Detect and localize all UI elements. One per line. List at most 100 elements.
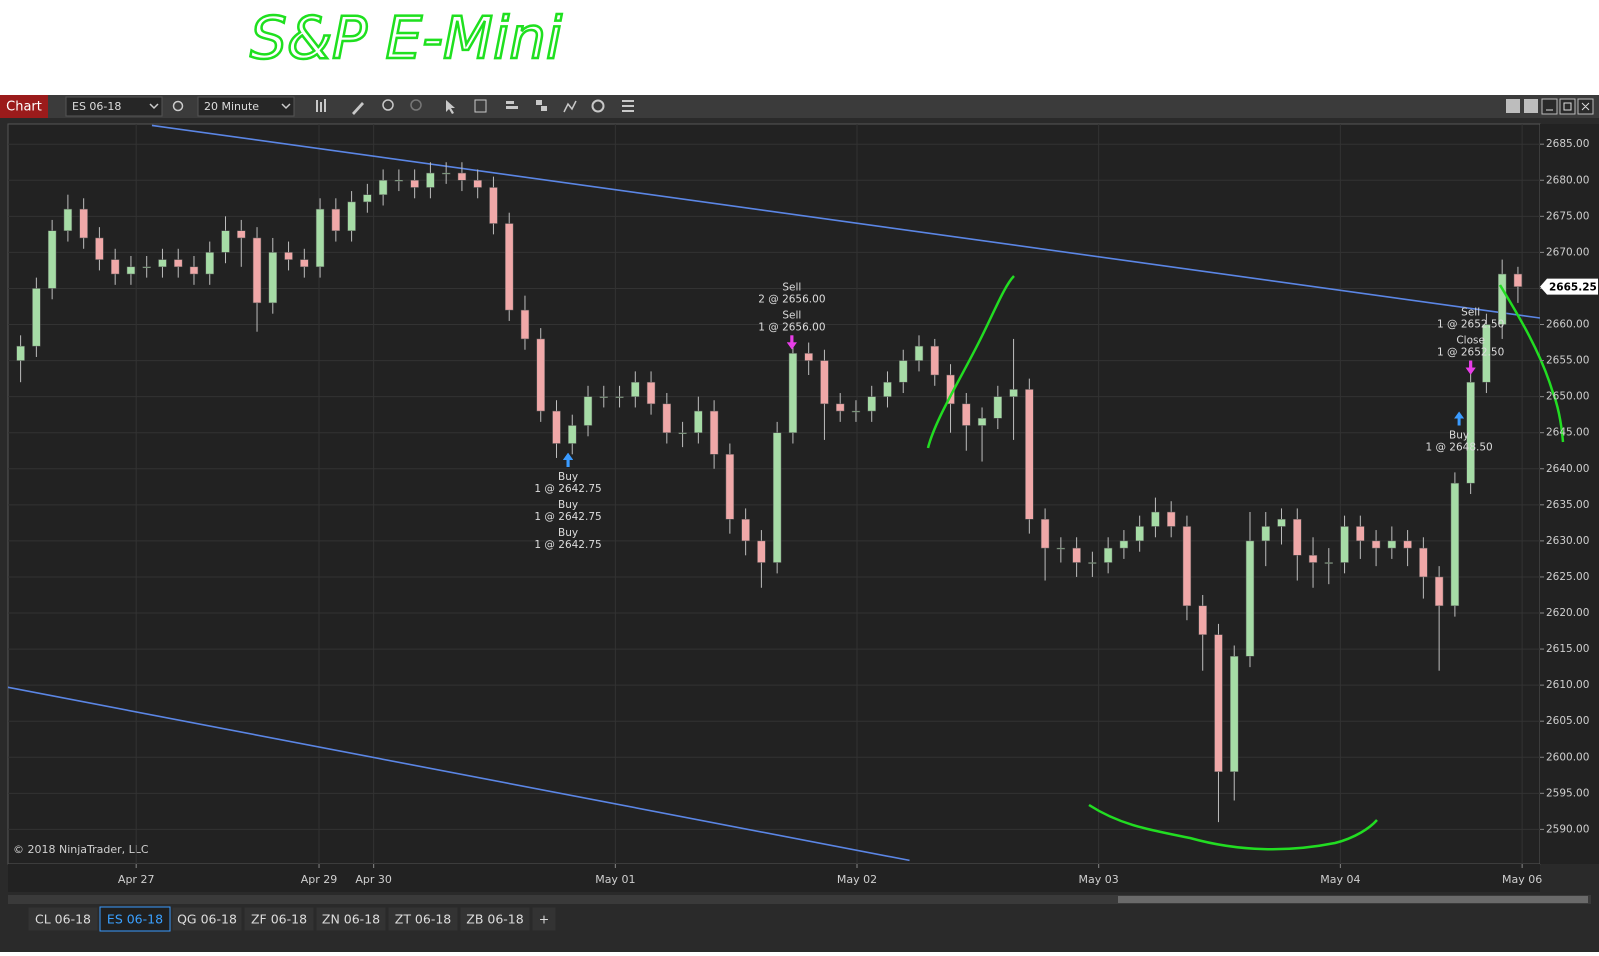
y-tick-label: 2660.00: [1546, 319, 1589, 331]
tab[interactable]: [171, 906, 243, 932]
candle-body: [1497, 273, 1507, 325]
candle-body: [1088, 562, 1097, 564]
tab-label[interactable]: ZT 06-18: [395, 912, 452, 927]
tab-label[interactable]: +: [539, 912, 549, 927]
candle-body: [410, 180, 419, 188]
y-tick-label: 2655.00: [1546, 355, 1589, 367]
y-tick-label: 2680.00: [1546, 174, 1589, 186]
candle-body: [1119, 540, 1129, 549]
candle-body: [599, 396, 608, 398]
candle-body: [16, 345, 25, 361]
candle-body: [95, 237, 104, 260]
candle-body: [1513, 273, 1523, 287]
tab-label[interactable]: ZF 06-18: [251, 912, 307, 927]
candle-body: [820, 360, 829, 405]
tab-label[interactable]: ES 06-18: [107, 912, 163, 927]
candle-body: [568, 425, 577, 444]
interval-label[interactable]: 20 Minute: [204, 100, 259, 113]
y-tick-label: 2605.00: [1546, 715, 1589, 727]
candle-body: [772, 432, 782, 563]
candle-body: [268, 252, 277, 304]
y-tick-label: 2670.00: [1546, 246, 1589, 258]
toolbar-icons[interactable]: [316, 99, 634, 115]
candle-body: [694, 410, 703, 433]
candle-body: [126, 266, 136, 275]
trade-label: Buy: [558, 527, 578, 539]
x-tick-label: Apr 29: [301, 873, 338, 886]
trend-line: [8, 686, 910, 862]
trade-label: 1 @ 2642.75: [534, 483, 601, 495]
window-buttons[interactable]: [1506, 98, 1594, 115]
scrollbar[interactable]: [8, 895, 1591, 904]
instrument-label[interactable]: ES 06-18: [72, 100, 121, 113]
candle-body: [300, 259, 309, 268]
trade-label: 1 @ 2652.50: [1437, 347, 1504, 359]
candle-body: [79, 208, 88, 239]
x-tick-label: May 04: [1320, 873, 1360, 886]
candle-body: [63, 208, 73, 231]
freehand-drawings: [926, 275, 1565, 851]
tab[interactable]: [387, 906, 459, 932]
scrollbar-thumb[interactable]: [1118, 896, 1588, 903]
candle-body: [836, 403, 845, 412]
buy-arrow: [1454, 411, 1465, 426]
candle-body: [1072, 547, 1081, 563]
dropdown-arrow: [149, 103, 159, 110]
annotation-area: [0, 0, 1599, 95]
tab[interactable]: [459, 906, 531, 932]
tab-label[interactable]: ZN 06-18: [322, 912, 380, 927]
trade-label: Sell: [782, 309, 801, 321]
last-price-label: 2665.25: [1549, 282, 1597, 294]
trade-label: Close: [1456, 335, 1485, 347]
tab-label[interactable]: QG 06-18: [177, 912, 237, 927]
trade-label: 1 @ 2652.50: [1437, 319, 1504, 331]
candle-body: [662, 403, 672, 433]
x-tick-label: Apr 30: [355, 873, 392, 886]
candle-body: [1277, 518, 1286, 527]
candle-body: [441, 172, 451, 175]
candle-body: [631, 381, 640, 397]
tab[interactable]: [315, 906, 387, 932]
tab[interactable]: [27, 906, 99, 932]
candle-body: [221, 230, 230, 253]
candle-body: [1135, 526, 1144, 542]
interval-select[interactable]: [197, 96, 295, 117]
candle-body: [237, 230, 246, 239]
candle-body: [867, 396, 876, 412]
trade-label: Sell: [1461, 307, 1480, 319]
search-icon[interactable]: [172, 100, 184, 112]
candle-body: [457, 172, 467, 181]
candle-body: [536, 338, 545, 412]
copyright: © 2018 NinjaTrader, LLC: [13, 843, 149, 856]
candle-body: [725, 454, 735, 520]
tab[interactable]: [99, 906, 171, 932]
candle-body: [252, 237, 262, 304]
candle-body: [1293, 518, 1302, 556]
chart-button-label[interactable]: Chart: [6, 100, 42, 115]
tab-label[interactable]: ZB 06-18: [466, 912, 523, 927]
y-tick-label: 2650.00: [1546, 391, 1589, 403]
candle-body: [851, 410, 861, 413]
tab-label[interactable]: CL 06-18: [35, 912, 91, 927]
candle-body: [489, 187, 498, 224]
candle-body: [1434, 576, 1444, 607]
candle-body: [1151, 511, 1160, 527]
x-tick-label: May 02: [837, 873, 877, 886]
candle-body: [1166, 511, 1176, 527]
candle-body: [962, 403, 971, 426]
candle-body: [158, 259, 167, 268]
candle-body: [1230, 656, 1239, 772]
chart-button[interactable]: [0, 95, 48, 118]
candle-body: [1466, 381, 1475, 484]
candle-body: [804, 353, 813, 361]
tab[interactable]: [243, 906, 315, 932]
tab[interactable]: [531, 906, 557, 932]
candle-body: [1182, 526, 1192, 607]
x-tick-label: May 01: [595, 873, 635, 886]
candle-body: [315, 208, 325, 268]
instrument-select[interactable]: [65, 96, 163, 117]
candle-body: [883, 381, 892, 397]
candle-body: [1371, 540, 1381, 549]
trade-label: Buy: [558, 499, 578, 511]
